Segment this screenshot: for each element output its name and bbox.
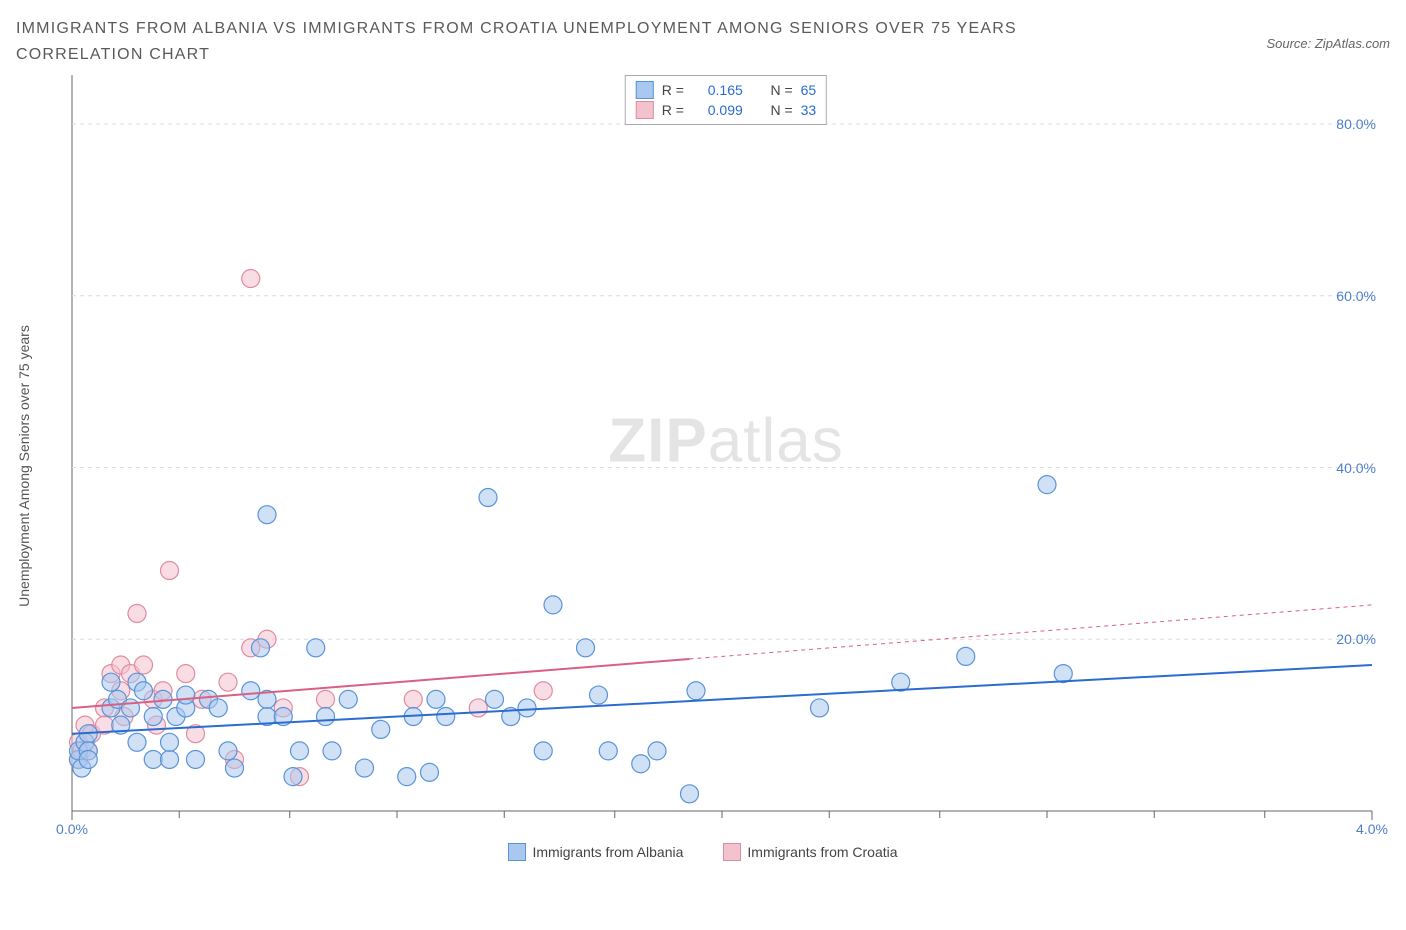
legend-item: Immigrants from Albania — [508, 843, 683, 861]
y-tick-label: 20.0% — [1336, 631, 1376, 647]
x-tick-label: 4.0% — [1356, 821, 1388, 837]
stats-legend: R = 0.165 N = 65 R = 0.099 N = 33 — [625, 75, 827, 125]
stats-legend-row: R = 0.165 N = 65 — [636, 80, 816, 100]
legend-swatch — [636, 81, 654, 99]
x-tick-label: 0.0% — [56, 821, 88, 837]
legend-item: Immigrants from Croatia — [723, 843, 897, 861]
stats-legend-row: R = 0.099 N = 33 — [636, 100, 816, 120]
y-tick-label: 80.0% — [1336, 116, 1376, 132]
chart-title: IMMIGRANTS FROM ALBANIA VS IMMIGRANTS FR… — [16, 16, 1116, 67]
legend-swatch — [636, 101, 654, 119]
source-label: Source: ZipAtlas.com — [1266, 36, 1390, 51]
legend-label: Immigrants from Albania — [532, 844, 683, 860]
series-legend: Immigrants from Albania Immigrants from C… — [16, 843, 1390, 861]
legend-swatch — [508, 843, 526, 861]
y-axis-label: Unemployment Among Seniors over 75 years — [16, 325, 32, 607]
y-tick-label: 60.0% — [1336, 288, 1376, 304]
y-tick-label: 40.0% — [1336, 460, 1376, 476]
scatter-plot — [62, 71, 1382, 841]
legend-label: Immigrants from Croatia — [747, 844, 897, 860]
legend-swatch — [723, 843, 741, 861]
